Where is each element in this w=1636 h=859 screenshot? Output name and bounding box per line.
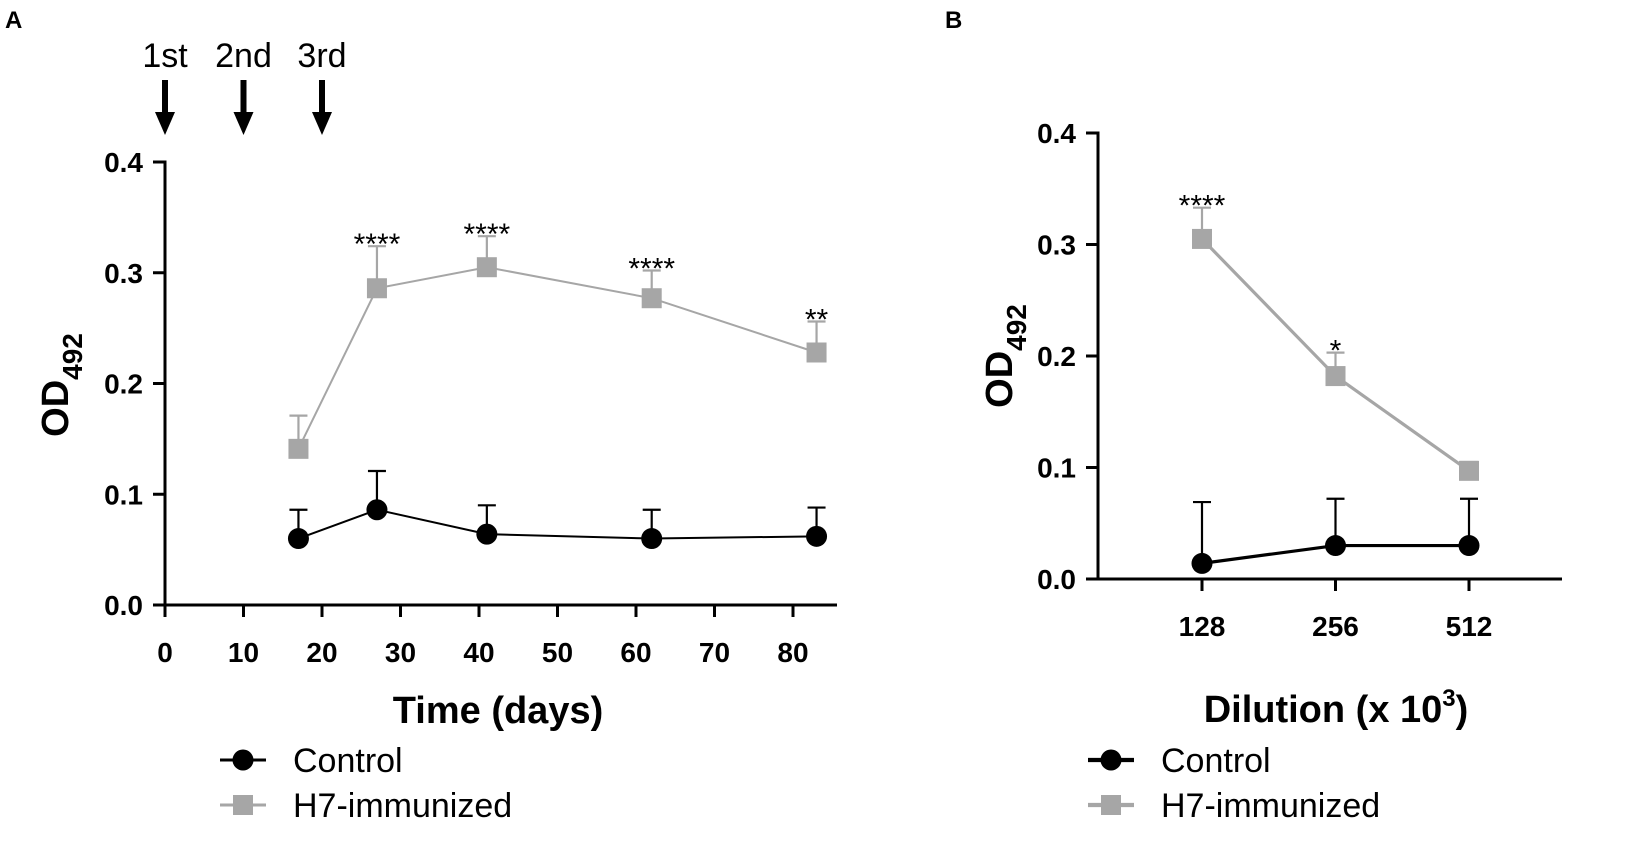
legend: Control H7-immunized <box>1088 742 1380 825</box>
x-tick-label: 50 <box>542 637 573 668</box>
x-tick-label: 70 <box>699 637 730 668</box>
data-point-immunized <box>288 438 309 459</box>
x-axis-title-sup: 3 <box>1442 685 1455 712</box>
legend-label: Control <box>293 742 403 780</box>
injection-2: 2nd <box>215 37 272 135</box>
y-tick-label: 0.2 <box>1037 341 1076 372</box>
injection-markers: 1st 2nd 3rd <box>142 37 347 135</box>
injection-label: 1st <box>142 37 188 75</box>
significance-label: ** <box>805 303 829 336</box>
x-axis-title: Time (days) <box>393 690 603 732</box>
data-point-immunized <box>1459 460 1479 481</box>
x-tick-label: 20 <box>306 637 337 668</box>
legend-label: H7-immunized <box>293 787 512 825</box>
x-tick-label: 40 <box>463 637 494 668</box>
y-tick-label: 0.3 <box>1037 230 1076 261</box>
x-axis-title-end: ) <box>1456 689 1469 731</box>
panel-b: B 0.0 0.1 0.2 0.3 0.4 128 256 512 Dilution (x 103… <box>945 7 1562 825</box>
y-axis-title-sub: 492 <box>57 333 88 380</box>
data-point-immunized <box>641 288 662 309</box>
y-axis-title-main: OD <box>35 380 77 437</box>
injection-1: 1st <box>142 37 188 135</box>
legend: Control H7-immunized <box>220 742 512 825</box>
y-axis-title: OD492 <box>35 333 88 437</box>
injection-arrow-head <box>233 112 254 135</box>
injection-label: 3rd <box>297 37 346 75</box>
injection-arrow-head <box>155 112 175 135</box>
legend-entry-control: Control <box>1088 742 1271 780</box>
data-point-control <box>1458 535 1480 557</box>
legend-entry-immunized: H7-immunized <box>220 787 512 825</box>
y-tick-label: 0.2 <box>104 369 143 400</box>
legend-label: H7-immunized <box>1161 787 1380 825</box>
data-point-immunized <box>366 278 387 299</box>
data-point-control <box>1191 552 1213 574</box>
significance-label: * <box>1330 335 1342 368</box>
data-point-immunized <box>806 342 827 363</box>
legend-marker <box>232 749 254 771</box>
x-tick-label: 0 <box>157 637 173 668</box>
x-tick-label: 10 <box>228 637 259 668</box>
y-tick-label: 0.0 <box>1037 564 1076 595</box>
series-control <box>287 469 828 550</box>
y-tick-label: 0.4 <box>104 147 143 178</box>
panel-a: A 0.0 0.1 0.2 0.3 0.4 0 10 20 30 40 50 60 70 80 Time (d… <box>5 7 837 825</box>
y-tick-label: 0.0 <box>104 590 143 621</box>
y-tick-label: 0.1 <box>1037 453 1076 484</box>
y-axis-title-sub: 492 <box>1001 304 1032 351</box>
data-point-immunized <box>1325 366 1346 387</box>
data-point-control <box>287 528 309 550</box>
y-axis-title: OD492 <box>979 304 1032 408</box>
x-tick-label: 60 <box>620 637 651 668</box>
significance-label: **** <box>628 253 675 286</box>
panel-letter: A <box>5 7 22 34</box>
panel-letter: B <box>945 7 962 34</box>
y-tick-label: 0.3 <box>104 258 143 289</box>
x-tick-label: 30 <box>385 637 416 668</box>
data-point-control <box>1325 535 1346 557</box>
injection-arrow-head <box>312 112 332 135</box>
x-tick-label: 512 <box>1446 611 1493 642</box>
significance-label: **** <box>1179 190 1226 223</box>
data-point-immunized <box>1192 228 1212 249</box>
x-tick-label: 128 <box>1179 611 1226 642</box>
legend-entry-control: Control <box>220 742 403 780</box>
data-point-immunized <box>476 257 497 278</box>
series-control <box>1191 497 1480 574</box>
legend-label: Control <box>1161 742 1271 780</box>
data-point-control <box>476 523 498 545</box>
significance-label: **** <box>354 228 401 261</box>
legend-marker <box>233 795 253 815</box>
legend-entry-immunized: H7-immunized <box>1088 787 1380 825</box>
series-immunized <box>288 235 827 459</box>
y-tick-label: 0.4 <box>1037 118 1076 149</box>
data-point-control <box>641 528 663 550</box>
x-tick-label: 80 <box>777 637 808 668</box>
data-point-control <box>806 525 828 547</box>
data-point-control <box>366 499 388 521</box>
legend-marker <box>1101 795 1121 815</box>
injection-3: 3rd <box>297 37 347 135</box>
x-axis-title-main: Dilution (x 10 <box>1204 689 1443 731</box>
series-immunized <box>1192 206 1479 481</box>
legend-marker <box>1100 749 1122 771</box>
injection-label: 2nd <box>215 37 272 75</box>
y-axis-title-main: OD <box>979 351 1021 408</box>
y-tick-label: 0.1 <box>104 479 143 510</box>
x-tick-label: 256 <box>1312 611 1359 642</box>
significance-label: **** <box>463 218 510 251</box>
x-axis-title: Dilution (x 103) <box>1204 685 1469 731</box>
